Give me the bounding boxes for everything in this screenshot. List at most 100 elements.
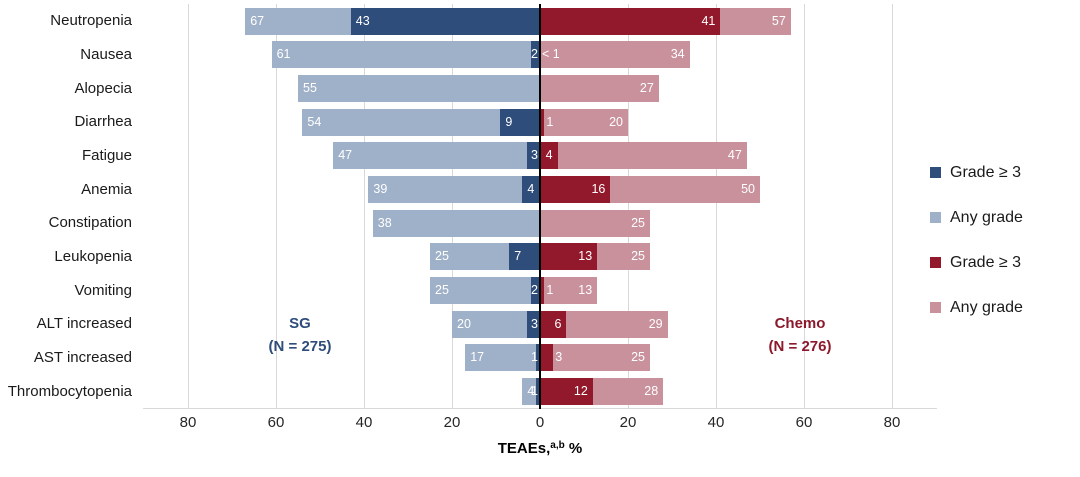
bar-label-chemo-grade3: 16 [591, 181, 606, 196]
legend-swatch-icon [930, 257, 941, 268]
group-label-chemo: Chemo (N = 276) [720, 312, 880, 359]
bar-label-sg-any: 67 [250, 13, 265, 28]
bar-sg-any-grade [368, 175, 540, 203]
bar-chemo-grade3 [540, 344, 554, 372]
bar-label-chemo-grade3: < 1 [542, 47, 560, 62]
legend-item: Grade ≥ 3 [930, 240, 1023, 285]
bar-label-chemo-any: 47 [727, 148, 742, 163]
chart-row: 38 25 [143, 206, 937, 240]
bar-label-chemo-grade3: 13 [578, 249, 593, 264]
legend-label: Grade ≥ 3 [950, 163, 1022, 181]
bar-label-sg-any: 55 [303, 80, 317, 95]
gridline [892, 4, 893, 408]
bar-label-chemo-any: 25 [631, 249, 645, 264]
category-label: Leukopenia [54, 247, 132, 265]
bar-chemo-any-grade [540, 209, 650, 237]
x-tick-label: 80 [883, 414, 901, 431]
bar-label-sg-any: 25 [435, 282, 449, 297]
bar-sg-any-grade [452, 310, 540, 338]
bar-label-chemo-any: 20 [609, 114, 623, 129]
bar-label-chemo-grade3: 1 [546, 282, 554, 297]
bar-chemo-any-grade [540, 74, 659, 102]
gridline [804, 4, 805, 408]
bar-sg-any-grade [302, 108, 540, 136]
category-axis: Neutropenia Nausea Alopecia Diarrhea Fatigue… [0, 4, 132, 408]
bar-label-chemo-grade3: 3 [555, 350, 563, 365]
category-label: Alopecia [74, 79, 132, 97]
category-label: Vomiting [74, 281, 132, 299]
bar-label-sg-grade3: 4 [527, 181, 535, 196]
chart-row: 61 2 34 < 1 [143, 38, 937, 72]
bar-label-sg-grade3: 3 [531, 316, 538, 331]
bar-label-sg-any: 20 [457, 316, 471, 331]
legend: Grade ≥ 3 Any grade Grade ≥ 3 Any grade [930, 150, 1023, 330]
group-chemo-n: (N = 276) [768, 338, 832, 356]
bar-label-chemo-any: 27 [639, 80, 654, 95]
bar-chemo-any-grade [540, 276, 598, 304]
bar-sg-any-grade [271, 41, 540, 69]
bar-label-sg-grade3: 9 [505, 114, 513, 129]
x-tick-label: 40 [707, 414, 725, 431]
gridline [716, 4, 717, 408]
group-chemo-name: Chemo [774, 315, 826, 332]
bar-label-chemo-any: 29 [648, 316, 663, 331]
x-axis-title-prefix: TEAEs, [497, 440, 551, 457]
bar-sg-grade3 [350, 7, 540, 35]
chart-row: 67 43 57 41 [143, 4, 937, 38]
bar-sg-any-grade [298, 74, 540, 102]
group-sg-name: SG [289, 315, 311, 332]
chart-row: 4 1 28 12 [143, 374, 937, 408]
bar-chemo-grade3 [540, 377, 593, 405]
bar-label-sg-grade3: 1 [531, 383, 538, 398]
bar-label-sg-any: 54 [307, 114, 322, 129]
x-tick-label: 0 [535, 414, 545, 431]
bar-chemo-any-grade [540, 41, 690, 69]
bar-sg-any-grade [465, 344, 540, 372]
plot-area: 67 43 57 41 61 2 34 < 1 55 27 54 9 20 1 47 3 47 4 39 4 50 16 3… [143, 4, 937, 409]
legend-item: Any grade [930, 195, 1023, 240]
bar-sg-grade3 [531, 276, 540, 304]
bar-chemo-grade3 [540, 175, 611, 203]
x-axis-title: TEAEs,a,b % [420, 440, 660, 457]
chart-row: 25 7 25 13 [143, 240, 937, 274]
bar-sg-any-grade [430, 276, 540, 304]
bar-label-chemo-grade3: 4 [545, 148, 553, 163]
legend-label: Grade ≥ 3 [950, 253, 1022, 271]
x-axis-title-superscript: a,b [550, 440, 565, 451]
bar-label-sg-grade3: 2 [531, 282, 538, 297]
gridline [628, 4, 629, 408]
bar-sg-grade3 [535, 344, 540, 372]
gridline [364, 4, 365, 408]
group-label-sg: SG (N = 275) [220, 312, 380, 359]
zero-axis-line [539, 4, 541, 409]
category-label: Anemia [81, 180, 132, 198]
x-axis-title-suffix: % [564, 440, 583, 457]
category-label: Constipation [48, 214, 132, 232]
category-label: Diarrhea [74, 113, 132, 131]
bar-label-sg-any: 4 [527, 383, 535, 398]
category-label: ALT increased [36, 315, 132, 333]
bar-label-sg-grade3: 7 [514, 249, 522, 264]
x-tick-label: 20 [619, 414, 637, 431]
x-tick-label: 20 [443, 414, 461, 431]
bar-chemo-any-grade [540, 142, 747, 170]
bar-label-sg-any: 47 [338, 148, 353, 163]
bar-sg-grade3 [535, 377, 540, 405]
bar-chemo-grade3 [540, 276, 545, 304]
bar-label-sg-any: 61 [276, 47, 291, 62]
chart-row: 25 2 13 1 [143, 273, 937, 307]
bar-sg-any-grade [522, 377, 540, 405]
chart-row: 39 4 50 16 [143, 172, 937, 206]
bar-label-sg-any: 17 [470, 350, 485, 365]
bar-sg-any-grade [333, 142, 540, 170]
legend-item: Grade ≥ 3 [930, 150, 1023, 195]
bar-label-chemo-any: 34 [670, 47, 685, 62]
bar-label-sg-any: 38 [377, 215, 392, 230]
bar-label-sg-grade3: 3 [531, 148, 538, 163]
category-label: AST increased [33, 348, 132, 366]
bar-sg-grade3 [526, 310, 540, 338]
bar-label-sg-grade3: 43 [355, 13, 370, 28]
x-tick-label: 60 [795, 414, 813, 431]
legend-swatch-icon [930, 167, 941, 178]
x-tick-label: 60 [267, 414, 285, 431]
